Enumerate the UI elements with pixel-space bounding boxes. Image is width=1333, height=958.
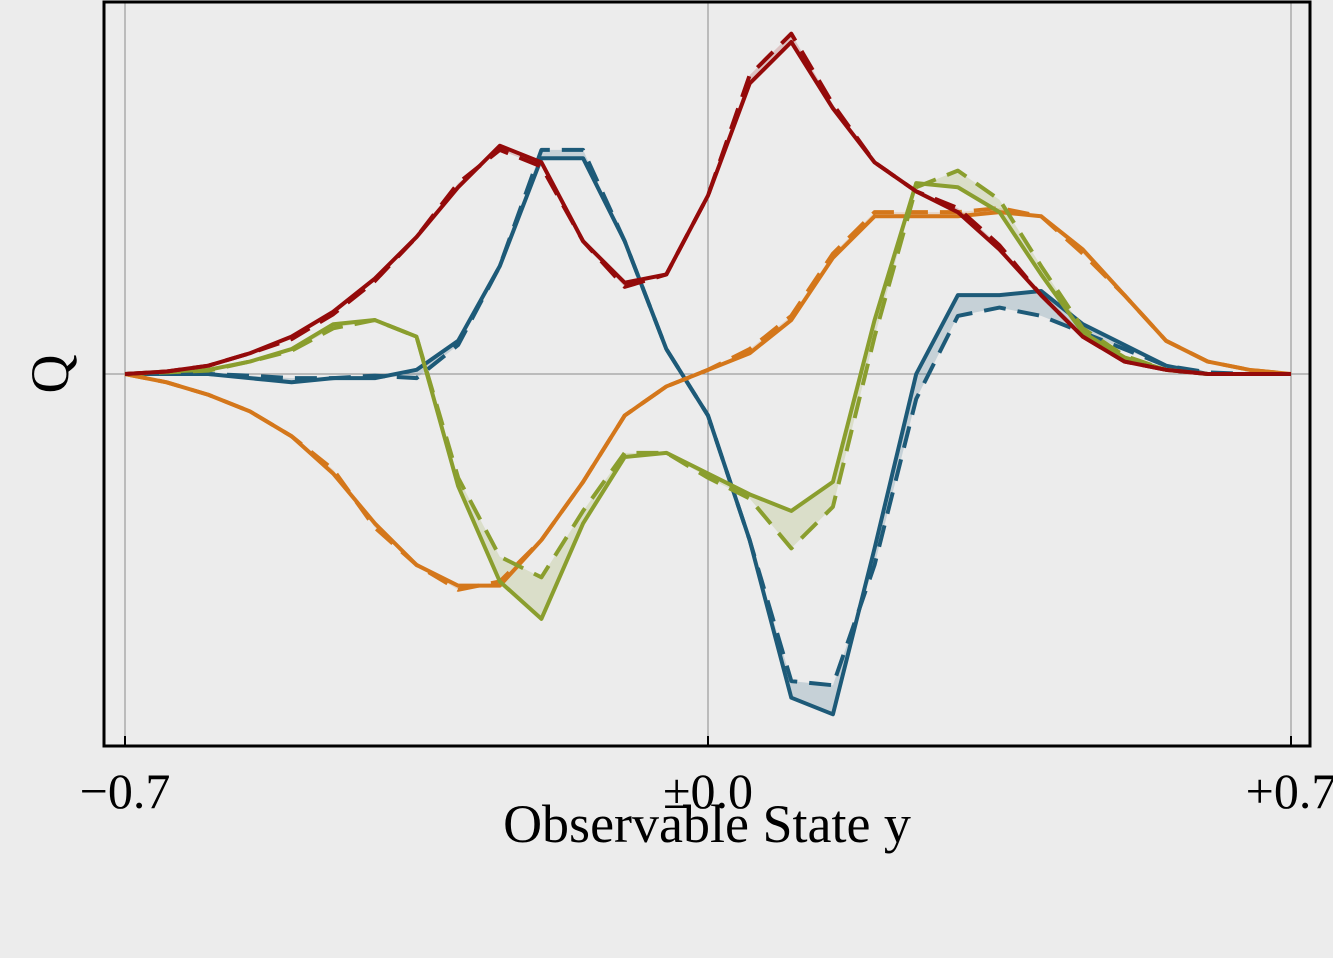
x-axis-label: Observable State y (503, 794, 911, 854)
series-lines (124, 31, 1292, 717)
x-tick-label-0: −0.7 (80, 763, 171, 819)
x-tick-label-1: ±0.0 (663, 763, 753, 819)
x-tick-label-2: +0.7 (1246, 763, 1333, 819)
series-green-dashed (124, 168, 1291, 580)
series-red-dashed (124, 31, 1291, 376)
y-axis-label: Q (20, 355, 80, 394)
x-ticks: −0.7 ±0.0 +0.7 (80, 736, 1333, 819)
